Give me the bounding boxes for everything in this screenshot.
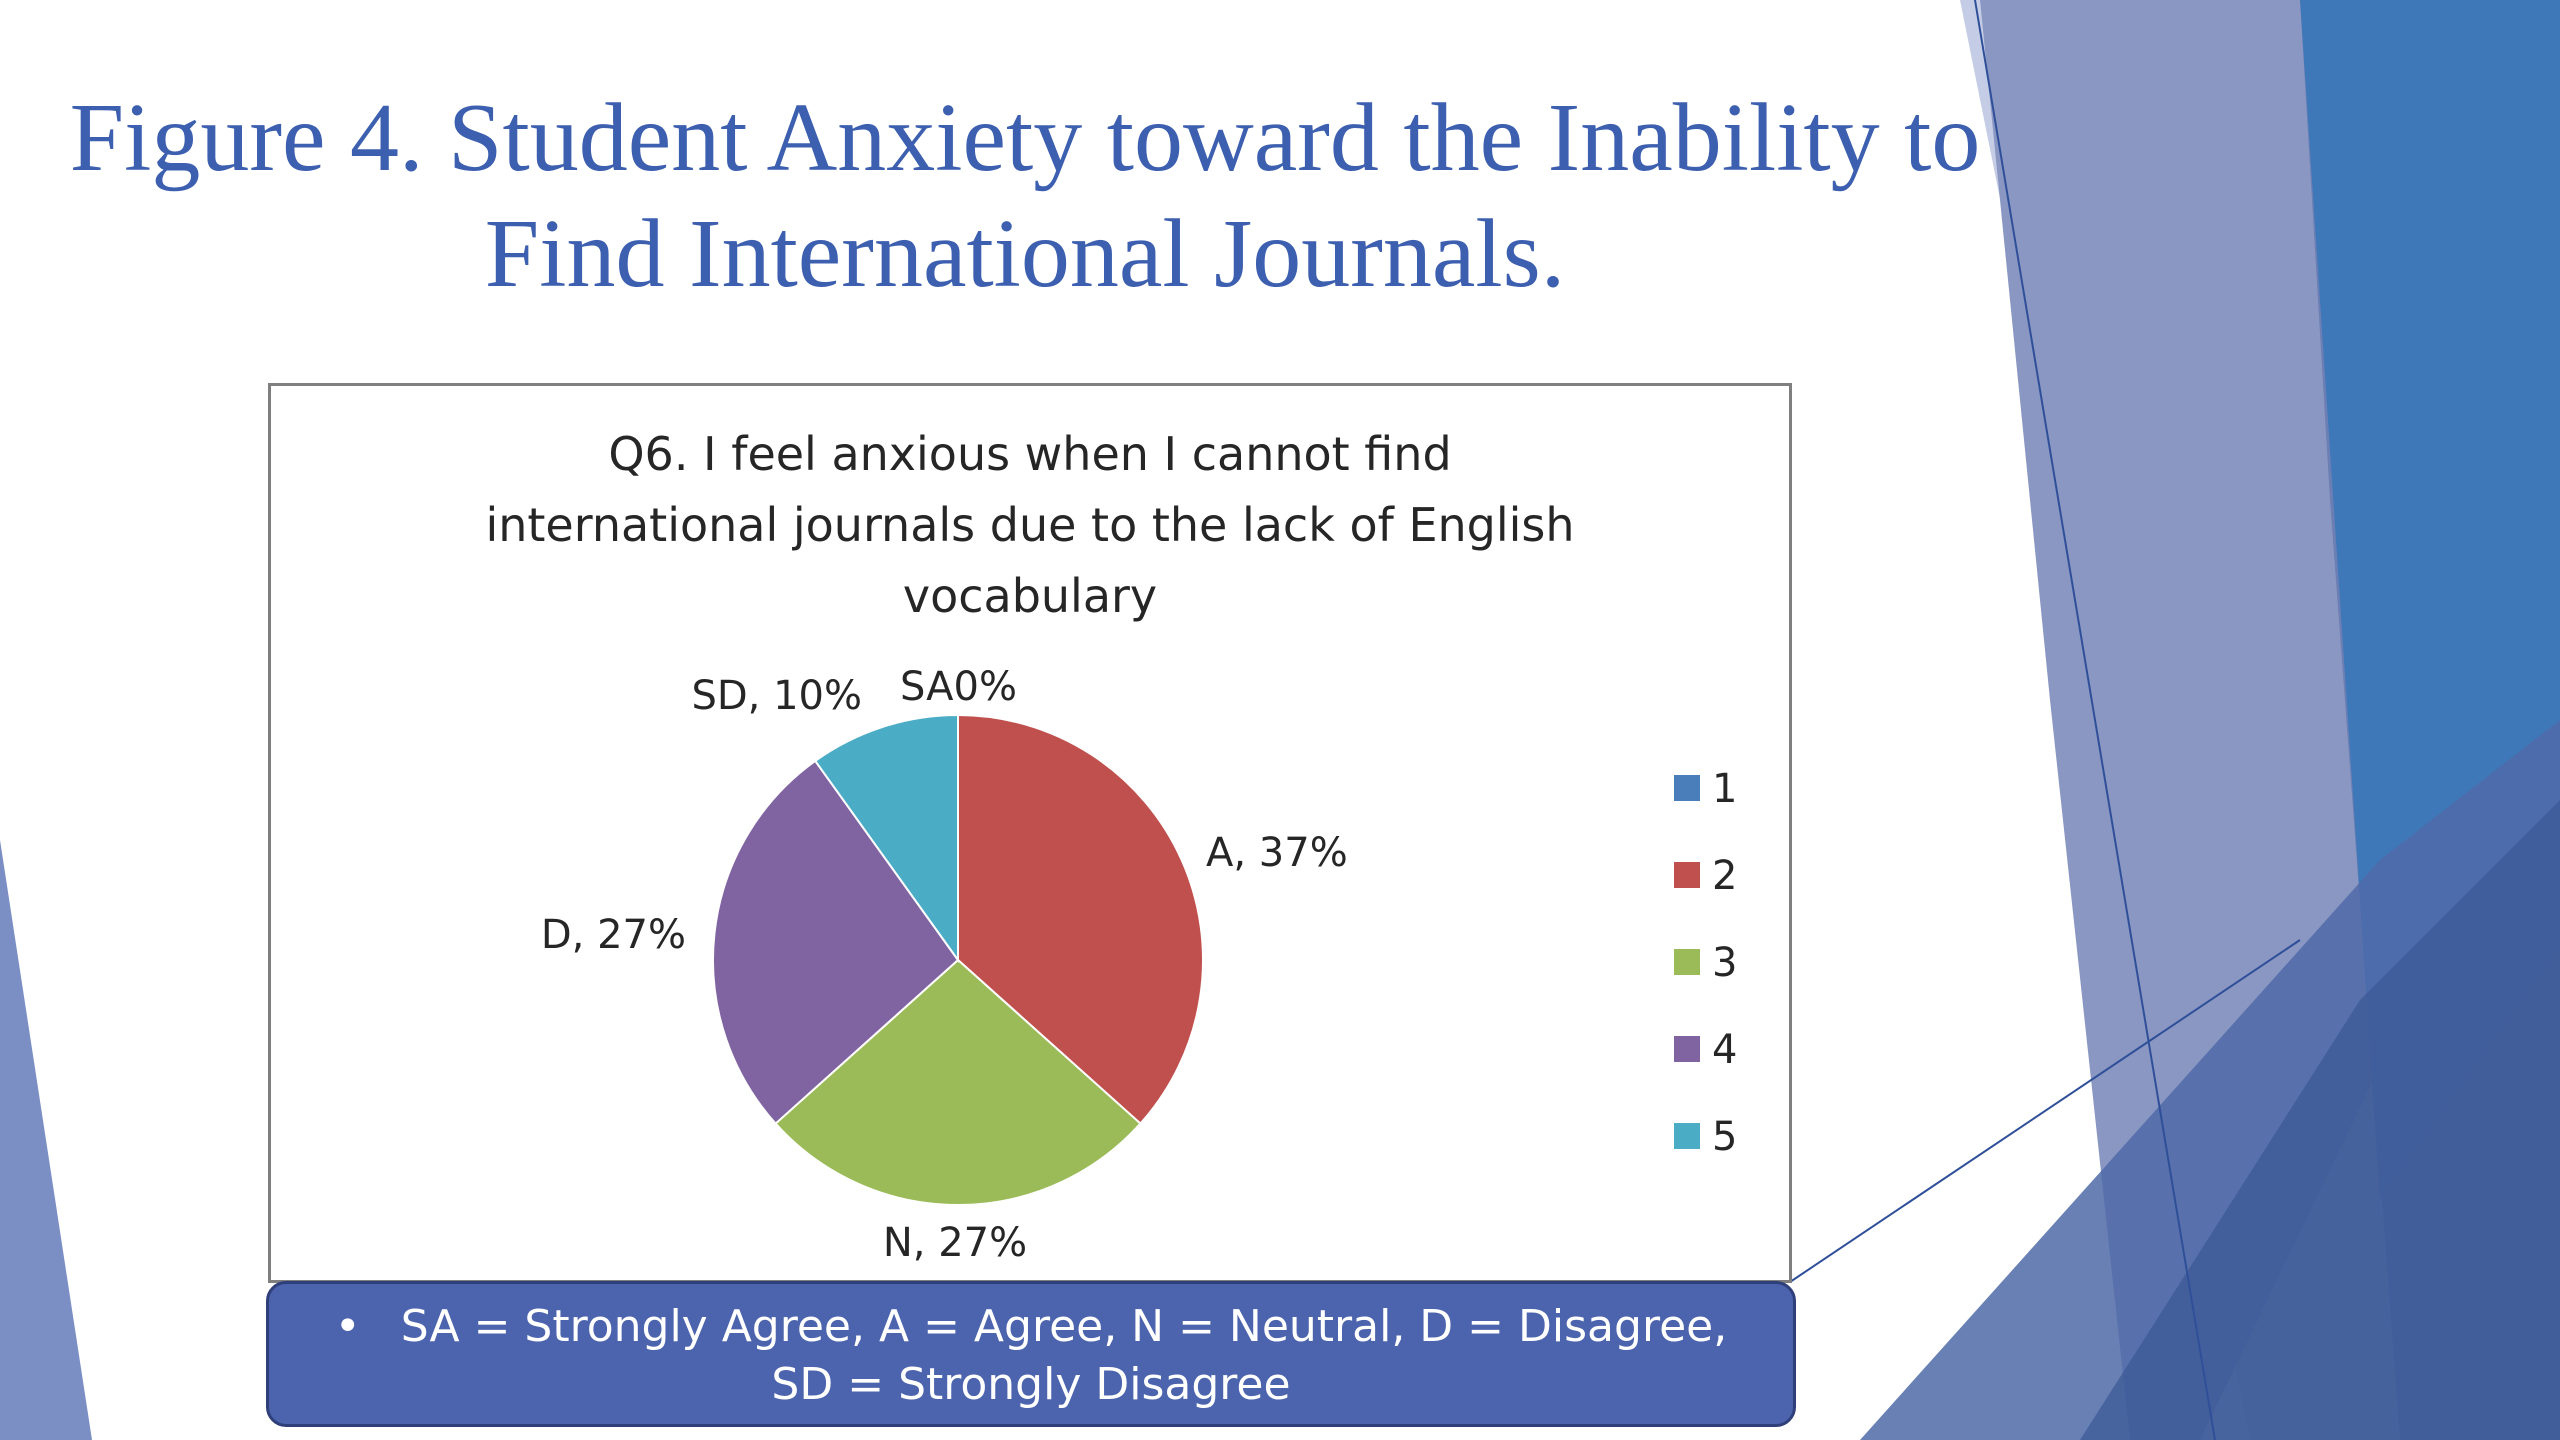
- slice-label-2: A, 37%: [1206, 830, 1348, 876]
- note-text-2: SD = Strongly Disagree: [771, 1359, 1291, 1410]
- legend-label-2: 2: [1712, 853, 1737, 899]
- legend-label-1: 1: [1712, 766, 1737, 812]
- note-line-1: • SA = Strongly Agree, A = Agree, N = Neu…: [269, 1298, 1793, 1356]
- legend-swatch-2: [1674, 862, 1700, 888]
- deco-shape-left: [0, 840, 92, 1440]
- slice-label-1: SA0%: [900, 664, 1017, 710]
- pie-slice-4: [712, 759, 960, 1125]
- slice-label-4: D, 27%: [541, 912, 686, 958]
- chart-legend: 1 2 3 4 5: [1674, 766, 1737, 1160]
- legend-label-4: 4: [1712, 1027, 1737, 1073]
- note-text-1: SA = Strongly Agree, A = Agree, N = Neut…: [400, 1301, 1728, 1352]
- legend-swatch-4: [1674, 1036, 1700, 1062]
- pie-slice-2: [957, 713, 1205, 1125]
- deco-line-2: [1789, 939, 2301, 1283]
- deco-shape-bottom2: [2080, 800, 2560, 1440]
- slice-labels: SA0% A, 37% N, 27% D, 27% SD, 10%: [541, 664, 1348, 1266]
- abbreviation-note: • SA = Strongly Agree, A = Agree, N = Neu…: [266, 1281, 1796, 1427]
- slide-title-line-1: Figure 4. Student Anxiety toward the Ina…: [69, 84, 1981, 192]
- legend-swatch-5: [1674, 1123, 1700, 1149]
- pie-slice-5: [813, 713, 959, 964]
- chart-title-line-1: Q6. I feel anxious when I cannot find: [608, 427, 1451, 481]
- deco-line-1: [1974, 0, 2216, 1440]
- legend-swatch-3: [1674, 949, 1700, 975]
- chart-title-line-3: vocabulary: [903, 569, 1157, 623]
- slide-title-line-2: Find International Journals.: [484, 200, 1566, 308]
- chart-title: Q6. I feel anxious when I cannot find int…: [485, 427, 1574, 623]
- slice-label-5: SD, 10%: [691, 673, 862, 719]
- note-bullet: •: [334, 1301, 361, 1352]
- slice-label-3: N, 27%: [883, 1220, 1027, 1266]
- slide-title: Figure 4. Student Anxiety toward the Ina…: [60, 80, 1990, 312]
- chart-title-line-2: international journals due to the lack o…: [485, 498, 1574, 552]
- legend-label-3: 3: [1712, 940, 1737, 986]
- legend-label-5: 5: [1712, 1114, 1737, 1160]
- legend-swatch-1: [1674, 775, 1700, 801]
- pie-slice-3: [774, 958, 1142, 1207]
- pie-slices: [712, 713, 1205, 1207]
